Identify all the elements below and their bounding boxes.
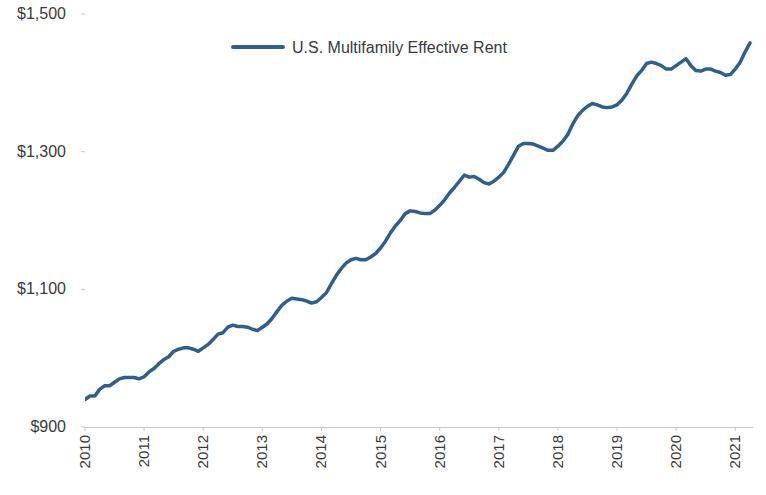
x-tick <box>85 427 86 431</box>
x-tick <box>617 427 618 431</box>
chart: $900 $1,100 $1,300 $1,500 2010 2011 2012 2013 20… <box>0 0 766 495</box>
x-tick <box>498 427 499 431</box>
y-tick <box>81 14 85 15</box>
x-tick <box>557 427 558 431</box>
x-tick-label: 2017 <box>490 435 507 468</box>
y-tick-label: $900 <box>30 418 66 435</box>
x-tick <box>380 427 381 431</box>
x-tick-label: 2013 <box>253 435 270 468</box>
x-tick-label: 2021 <box>726 435 743 468</box>
legend-label: U.S. Multifamily Effective Rent <box>292 39 507 56</box>
x-tick-label: 2011 <box>135 435 152 467</box>
legend-swatch <box>233 45 283 49</box>
x-tick <box>262 427 263 431</box>
x-axis-line <box>85 427 753 428</box>
plot-area <box>85 43 750 400</box>
x-tick <box>439 427 440 431</box>
x-tick <box>203 427 204 431</box>
x-tick-label: 2010 <box>76 435 93 468</box>
x-tick-label: 2014 <box>312 435 329 468</box>
x-tick-label: 2018 <box>549 435 566 468</box>
x-tick <box>144 427 145 431</box>
series-line <box>85 43 750 400</box>
y-tick-label: $1,300 <box>17 143 66 160</box>
y-tick-label: $1,100 <box>17 280 66 297</box>
y-tick-label: $1,500 <box>17 5 66 22</box>
x-tick-label: 2020 <box>667 435 684 468</box>
x-tick-label: 2019 <box>608 435 625 468</box>
x-tick <box>321 427 322 431</box>
y-tick <box>81 289 85 290</box>
y-tick <box>81 427 85 428</box>
x-tick-label: 2016 <box>431 435 448 468</box>
y-tick <box>81 151 85 152</box>
x-tick-label: 2012 <box>194 435 211 468</box>
x-tick <box>735 427 736 431</box>
x-tick <box>676 427 677 431</box>
x-tick-label: 2015 <box>372 435 389 468</box>
